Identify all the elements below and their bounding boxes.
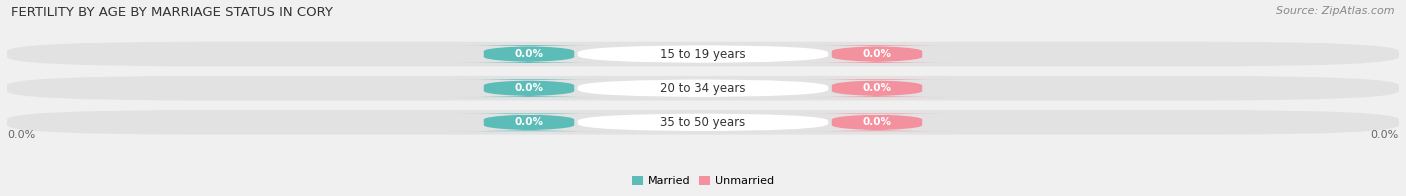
- FancyBboxPatch shape: [449, 79, 609, 97]
- FancyBboxPatch shape: [578, 113, 828, 131]
- FancyBboxPatch shape: [578, 45, 828, 63]
- Text: 0.0%: 0.0%: [862, 49, 891, 59]
- FancyBboxPatch shape: [797, 79, 957, 97]
- Text: 20 to 34 years: 20 to 34 years: [661, 82, 745, 95]
- Text: Source: ZipAtlas.com: Source: ZipAtlas.com: [1277, 6, 1395, 16]
- Text: 0.0%: 0.0%: [515, 49, 544, 59]
- Legend: Married, Unmarried: Married, Unmarried: [627, 171, 779, 191]
- Text: 0.0%: 0.0%: [862, 83, 891, 93]
- FancyBboxPatch shape: [578, 79, 828, 97]
- Text: 15 to 19 years: 15 to 19 years: [661, 48, 745, 61]
- FancyBboxPatch shape: [7, 76, 1399, 101]
- FancyBboxPatch shape: [797, 113, 957, 131]
- FancyBboxPatch shape: [449, 45, 609, 63]
- FancyBboxPatch shape: [797, 45, 957, 63]
- FancyBboxPatch shape: [449, 113, 609, 131]
- Text: 0.0%: 0.0%: [862, 117, 891, 127]
- FancyBboxPatch shape: [7, 110, 1399, 135]
- FancyBboxPatch shape: [7, 42, 1399, 66]
- Text: 35 to 50 years: 35 to 50 years: [661, 116, 745, 129]
- Text: 0.0%: 0.0%: [515, 117, 544, 127]
- Text: 0.0%: 0.0%: [515, 83, 544, 93]
- Text: 0.0%: 0.0%: [1371, 130, 1399, 140]
- Text: 0.0%: 0.0%: [7, 130, 35, 140]
- Text: FERTILITY BY AGE BY MARRIAGE STATUS IN CORY: FERTILITY BY AGE BY MARRIAGE STATUS IN C…: [11, 6, 333, 19]
